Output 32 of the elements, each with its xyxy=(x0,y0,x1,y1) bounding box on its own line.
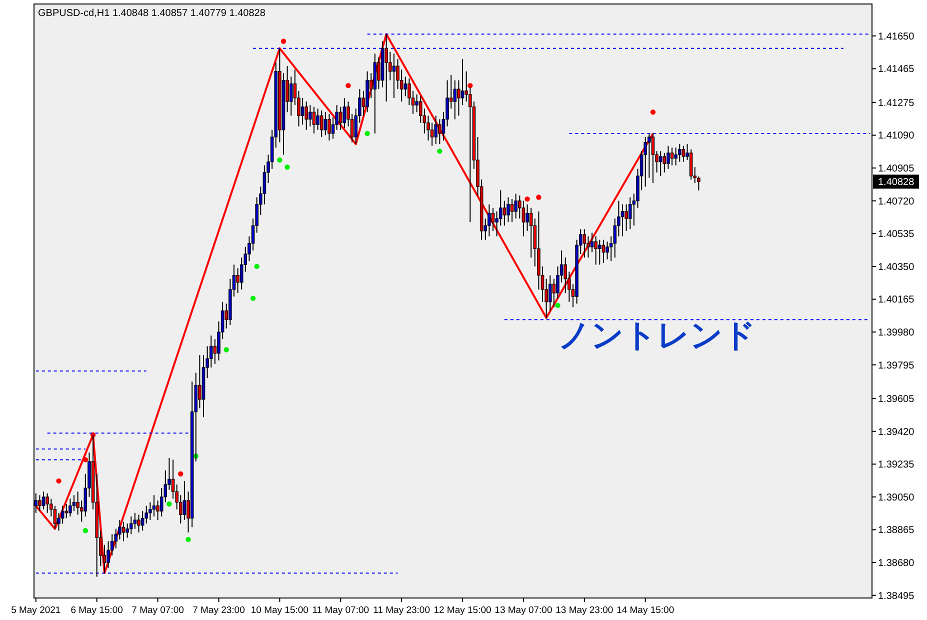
x-tick-label: 10 May 15:00 xyxy=(250,605,308,616)
y-tick-label: 1.41275 xyxy=(878,98,915,109)
y-tick-label: 1.38680 xyxy=(878,558,915,570)
y-tick-label: 1.38495 xyxy=(878,590,915,602)
x-tick-label: 7 May 07:00 xyxy=(132,605,184,616)
x-tick-label: 7 May 23:00 xyxy=(192,605,245,616)
y-tick-label: 1.40720 xyxy=(878,196,915,208)
annotation: ノントレンド xyxy=(558,317,756,354)
y-tick-label: 1.40535 xyxy=(878,229,915,240)
x-tick-label: 6 May 15:00 xyxy=(70,605,123,616)
y-tick-label: 1.40350 xyxy=(878,262,915,273)
x-tick-label: 11 May 07:00 xyxy=(312,605,370,616)
y-tick-label: 1.39795 xyxy=(878,360,915,372)
x-tick-label: 14 May 15:00 xyxy=(616,605,674,616)
x-tick-label: 13 May 23:00 xyxy=(556,605,614,616)
y-tick-label: 1.39605 xyxy=(878,394,915,406)
x-tick-label: 12 May 15:00 xyxy=(434,605,492,616)
text: 1.40828 xyxy=(878,177,915,188)
y-tick-label: 1.41465 xyxy=(878,64,915,76)
y-tick-label: 1.39050 xyxy=(878,492,915,504)
y-tick-label: 1.39420 xyxy=(878,426,915,438)
y-tick-label: 1.40905 xyxy=(878,164,915,175)
y-tick-label: 1.41090 xyxy=(878,130,915,142)
y-tick-label: 1.40165 xyxy=(878,294,915,306)
y-tick-label: 1.39235 xyxy=(878,460,915,471)
y-tick-label: 1.39980 xyxy=(878,328,915,339)
chart-title: GBPUSD-cd,H1 1.40848 1.40857 1.40779 1.40828 xyxy=(38,8,266,19)
x-tick-label: 13 May 07:00 xyxy=(494,605,552,616)
y-tick-label: 1.41650 xyxy=(878,31,915,42)
x-tick-label: 11 May 23:00 xyxy=(373,605,430,616)
x-tick-label: 5 May 2021 xyxy=(11,605,61,616)
y-tick-label: 1.38865 xyxy=(878,525,915,536)
